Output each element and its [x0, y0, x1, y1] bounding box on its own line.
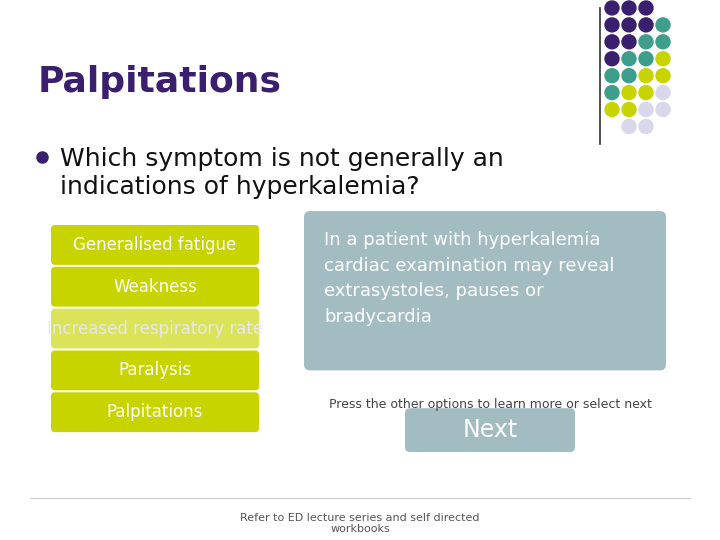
Circle shape	[656, 86, 670, 99]
Circle shape	[605, 86, 619, 99]
Circle shape	[656, 103, 670, 117]
Circle shape	[622, 69, 636, 83]
FancyBboxPatch shape	[405, 408, 575, 452]
Circle shape	[656, 52, 670, 66]
Text: indications of hyperkalemia?: indications of hyperkalemia?	[60, 175, 420, 199]
Text: Palpitations: Palpitations	[107, 403, 203, 421]
Text: Weakness: Weakness	[113, 278, 197, 296]
Circle shape	[639, 103, 653, 117]
Text: Paralysis: Paralysis	[118, 361, 192, 380]
Text: Next: Next	[462, 418, 518, 442]
Circle shape	[639, 18, 653, 32]
Circle shape	[605, 1, 619, 15]
Circle shape	[656, 69, 670, 83]
Circle shape	[639, 1, 653, 15]
Circle shape	[656, 35, 670, 49]
Circle shape	[639, 52, 653, 66]
Circle shape	[622, 119, 636, 133]
FancyBboxPatch shape	[51, 225, 259, 265]
FancyBboxPatch shape	[51, 309, 259, 348]
Text: Increased respiratory rate: Increased respiratory rate	[47, 320, 263, 338]
FancyBboxPatch shape	[51, 392, 259, 432]
Text: Palpitations: Palpitations	[38, 65, 282, 99]
Circle shape	[605, 35, 619, 49]
FancyBboxPatch shape	[51, 267, 259, 307]
Text: Generalised fatigue: Generalised fatigue	[73, 236, 237, 254]
Circle shape	[622, 86, 636, 99]
Text: In a patient with hyperkalemia
cardiac examination may reveal
extrasystoles, pau: In a patient with hyperkalemia cardiac e…	[324, 231, 614, 326]
Circle shape	[639, 69, 653, 83]
Circle shape	[639, 86, 653, 99]
Circle shape	[622, 18, 636, 32]
Circle shape	[639, 119, 653, 133]
Text: Press the other options to learn more or select next: Press the other options to learn more or…	[328, 399, 652, 411]
FancyBboxPatch shape	[51, 350, 259, 390]
Circle shape	[639, 35, 653, 49]
Circle shape	[656, 18, 670, 32]
Circle shape	[605, 18, 619, 32]
Text: Refer to ED lecture series and self directed
workbooks: Refer to ED lecture series and self dire…	[240, 513, 480, 535]
Text: Which symptom is not generally an: Which symptom is not generally an	[60, 147, 504, 171]
Circle shape	[622, 52, 636, 66]
Circle shape	[622, 103, 636, 117]
Circle shape	[622, 1, 636, 15]
Circle shape	[605, 103, 619, 117]
FancyBboxPatch shape	[304, 211, 666, 370]
Circle shape	[622, 35, 636, 49]
Circle shape	[605, 52, 619, 66]
Circle shape	[605, 69, 619, 83]
